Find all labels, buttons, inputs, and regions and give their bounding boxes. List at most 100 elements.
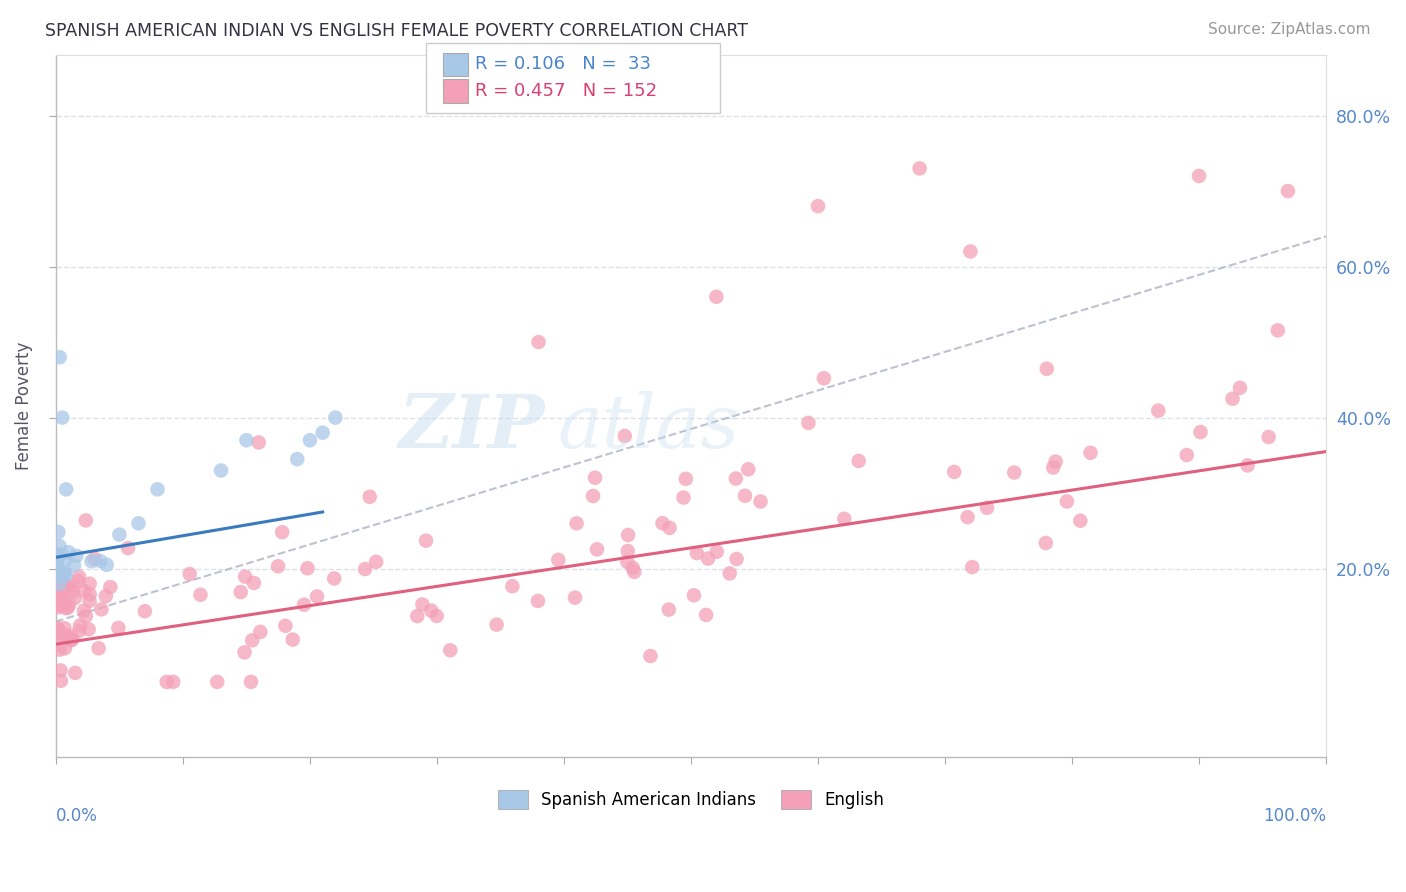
Point	[48, 600, 70, 615]
Point	[1189, 425, 1212, 439]
Point	[415, 533, 437, 548]
Point	[501, 579, 523, 593]
Point	[547, 553, 569, 567]
Point	[1147, 403, 1170, 417]
Point	[706, 545, 728, 559]
Point	[46, 558, 69, 572]
Point	[1175, 448, 1198, 462]
Point	[98, 580, 121, 594]
Point	[1236, 458, 1258, 473]
Point	[49, 587, 72, 601]
Point	[420, 604, 443, 618]
Point	[53, 631, 76, 645]
Point	[51, 588, 73, 602]
Point	[56, 600, 79, 615]
Point	[832, 512, 855, 526]
Point	[686, 546, 709, 560]
Point	[1035, 361, 1057, 376]
Point	[53, 566, 76, 580]
Point	[87, 641, 110, 656]
Point	[52, 566, 75, 581]
Point	[976, 500, 998, 515]
Point	[162, 674, 184, 689]
Point	[49, 583, 72, 598]
Point	[58, 579, 80, 593]
Point	[46, 569, 69, 583]
Point	[1188, 169, 1211, 183]
Point	[62, 584, 84, 599]
Point	[96, 558, 118, 572]
Point	[46, 525, 69, 540]
Point	[49, 664, 72, 678]
Point	[323, 571, 346, 585]
Point	[959, 244, 981, 259]
Point	[48, 577, 70, 591]
Point	[1277, 184, 1299, 198]
Point	[527, 594, 550, 608]
Point	[179, 566, 201, 581]
Point	[90, 602, 112, 616]
Point	[46, 586, 69, 600]
Text: R = 0.106   N =  33: R = 0.106 N = 33	[475, 55, 651, 73]
Point	[55, 601, 77, 615]
Point	[51, 593, 73, 607]
Point	[46, 563, 69, 577]
Point	[564, 591, 586, 605]
Point	[527, 335, 550, 350]
Point	[1257, 430, 1279, 444]
Point	[46, 595, 69, 609]
Point	[55, 568, 77, 582]
Point	[683, 588, 706, 602]
Point	[49, 642, 72, 657]
Point	[640, 648, 662, 663]
Point	[749, 494, 772, 508]
Point	[1056, 494, 1078, 508]
Point	[53, 553, 76, 567]
Point	[59, 633, 82, 648]
Point	[46, 549, 69, 564]
Point	[908, 161, 931, 176]
Point	[83, 551, 105, 566]
Point	[297, 561, 319, 575]
Point	[79, 576, 101, 591]
Point	[60, 632, 83, 647]
Point	[51, 410, 73, 425]
Point	[48, 350, 70, 364]
Point	[53, 641, 76, 656]
Point	[406, 609, 429, 624]
Point	[49, 582, 72, 596]
Point	[63, 558, 86, 573]
Text: atlas: atlas	[558, 391, 740, 464]
Point	[117, 541, 139, 555]
Point	[725, 552, 748, 566]
Point	[75, 609, 97, 624]
Point	[67, 574, 90, 588]
Point	[1080, 446, 1102, 460]
Point	[943, 465, 966, 479]
Point	[247, 435, 270, 450]
Point	[1035, 536, 1057, 550]
Point	[1222, 392, 1244, 406]
Point	[621, 561, 644, 575]
Point	[46, 621, 69, 635]
Point	[134, 604, 156, 618]
Point	[55, 483, 77, 497]
Point	[60, 580, 83, 594]
Point	[439, 643, 461, 657]
Point	[311, 425, 333, 440]
Point	[582, 489, 605, 503]
Point	[53, 582, 76, 596]
Point	[48, 564, 70, 578]
Point	[658, 602, 681, 616]
Point	[235, 434, 257, 448]
Point	[672, 491, 695, 505]
Point	[285, 452, 308, 467]
Point	[46, 558, 69, 573]
Point	[617, 528, 640, 542]
Point	[229, 585, 252, 599]
Point	[58, 598, 80, 612]
Point	[67, 570, 90, 584]
Point	[46, 622, 69, 636]
Point	[706, 290, 728, 304]
Point	[426, 608, 449, 623]
